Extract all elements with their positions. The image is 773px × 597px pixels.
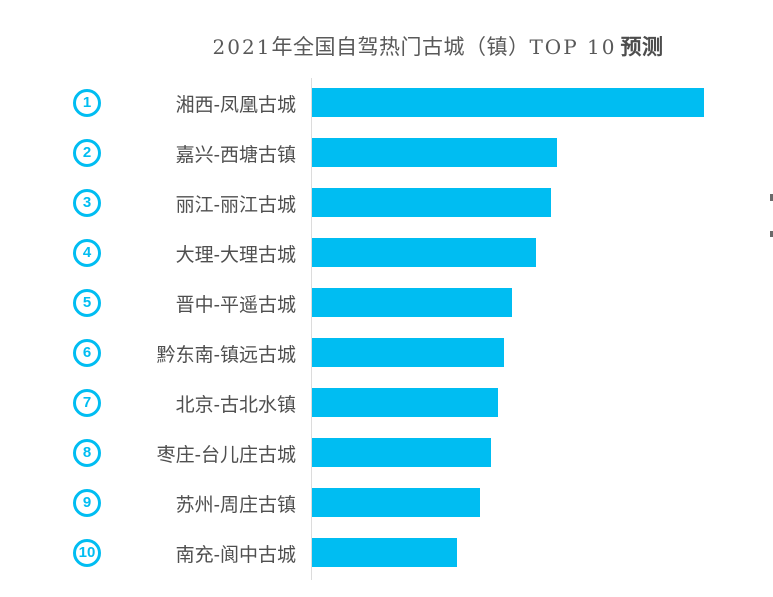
bar-2 <box>312 138 557 167</box>
chart-row-3: 3 丽江-丽江古城 <box>0 178 773 228</box>
bar-4 <box>312 238 536 267</box>
bar-8 <box>312 438 491 467</box>
rank-badge-2: 2 <box>73 139 101 167</box>
chart-row-7: 7 北京-古北水镇 <box>0 378 773 428</box>
category-label: 晋中-平遥古城 <box>175 294 296 316</box>
chart-row-4: 4 大理-大理古城 <box>0 228 773 278</box>
rank-badge-8: 8 <box>73 439 101 467</box>
bar-1 <box>312 88 704 117</box>
category-label: 苏州-周庄古镇 <box>175 494 296 516</box>
rank-badge-5: 5 <box>73 289 101 317</box>
rank-badge-3: 3 <box>73 189 101 217</box>
category-label: 嘉兴-西塘古镇 <box>175 144 296 166</box>
rank-badge-6: 6 <box>73 339 101 367</box>
y-axis-line <box>311 78 312 580</box>
chart-title: 2021年全国自驾热门古城（镇）TOP 10 预测 <box>213 31 664 61</box>
bar-7 <box>312 388 498 417</box>
chart-title-suffix: 预测 <box>620 36 664 59</box>
category-label: 丽江-丽江古城 <box>175 194 296 216</box>
chart-row-10: 10 南充-阆中古城 <box>0 528 773 578</box>
rank-badge-9: 9 <box>73 489 101 517</box>
chart-title-zh: 年全国自驾热门古城（镇） <box>271 36 530 59</box>
category-label: 南充-阆中古城 <box>175 544 296 566</box>
rank-badge-7: 7 <box>73 389 101 417</box>
bar-10 <box>312 538 457 567</box>
chart-row-9: 9 苏州-周庄古镇 <box>0 478 773 528</box>
rank-badge-4: 4 <box>73 239 101 267</box>
chart-row-6: 6 黔东南-镇远古城 <box>0 328 773 378</box>
rank-badge-1: 1 <box>73 89 101 117</box>
bar-5 <box>312 288 512 317</box>
chart-title-year: 2021 <box>212 35 272 59</box>
chart-row-5: 5 晋中-平遥古城 <box>0 278 773 328</box>
chart-row-1: 1 湘西-凤凰古城 <box>0 78 773 128</box>
clipped-edge-artifact <box>770 194 773 201</box>
clipped-edge-artifact <box>770 231 773 237</box>
category-label: 大理-大理古城 <box>175 244 296 266</box>
bar-6 <box>312 338 504 367</box>
category-label: 湘西-凤凰古城 <box>175 94 296 116</box>
chart-title-top10: TOP 10 <box>529 35 617 59</box>
chart-row-8: 8 枣庄-台儿庄古城 <box>0 428 773 478</box>
rank-badge-10: 10 <box>73 539 101 567</box>
bar-9 <box>312 488 480 517</box>
chart-row-2: 2 嘉兴-西塘古镇 <box>0 128 773 178</box>
category-label: 枣庄-台儿庄古城 <box>156 444 296 466</box>
bar-3 <box>312 188 551 217</box>
category-label: 北京-古北水镇 <box>175 394 296 416</box>
category-label: 黔东南-镇远古城 <box>156 344 296 366</box>
